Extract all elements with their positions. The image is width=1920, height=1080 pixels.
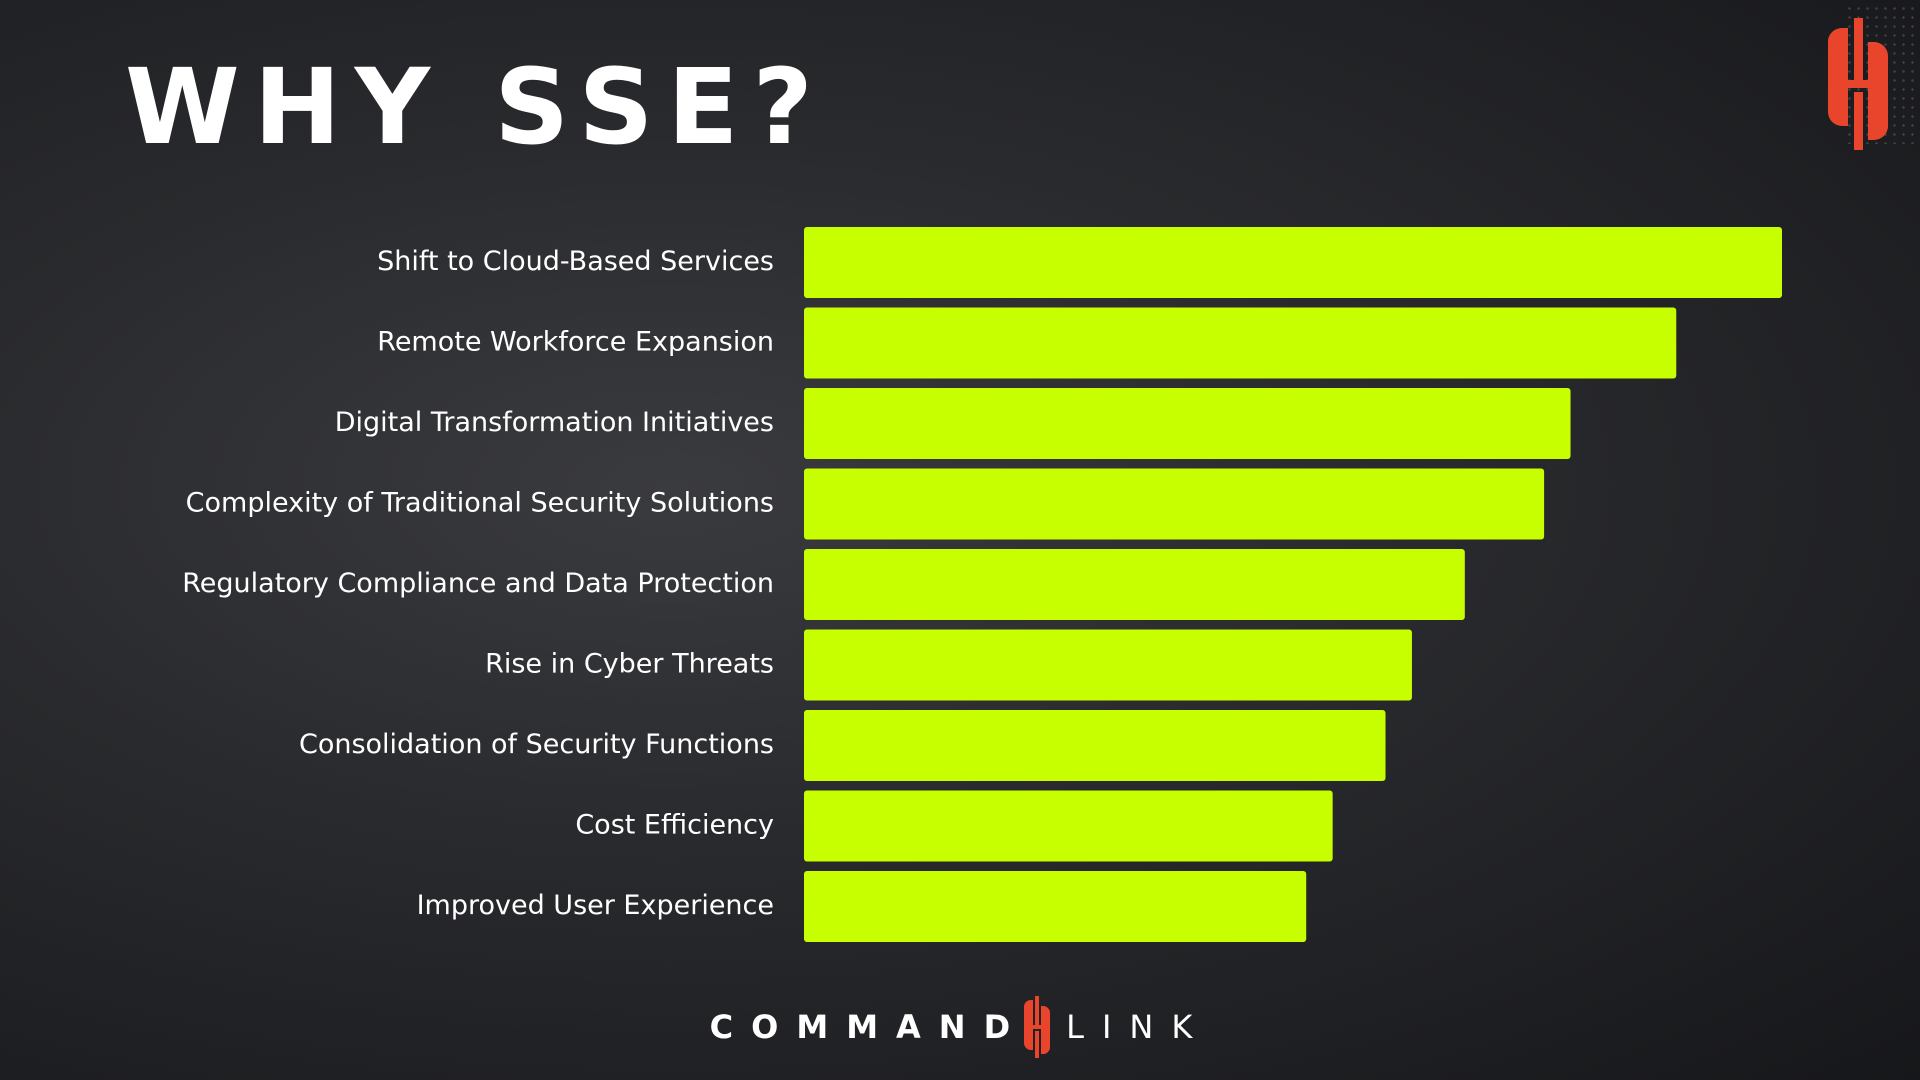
bar-0: [804, 227, 1782, 298]
bar-4: [804, 549, 1465, 620]
bar-7: [804, 790, 1333, 862]
category-label-5: Rise in Cyber Threats: [485, 649, 774, 680]
bar-1: [804, 307, 1677, 379]
wordmark-link: LINK: [1066, 1008, 1211, 1046]
commandlink-logo-icon: [1828, 18, 1888, 150]
category-label-7: Cost Efficiency: [575, 810, 774, 841]
category-label-3: Complexity of Traditional Security Solut…: [186, 488, 774, 519]
category-label-2: Digital Transformation Initiatives: [335, 407, 774, 438]
bar-6: [804, 710, 1386, 781]
commandlink-logo-icon: [1024, 996, 1051, 1058]
bar-8: [804, 871, 1307, 942]
category-label-1: Remote Workforce Expansion: [377, 327, 774, 358]
category-label-8: Improved User Experience: [417, 890, 774, 921]
bar-5: [804, 629, 1412, 701]
category-label-4: Regulatory Compliance and Data Protectio…: [182, 568, 774, 599]
category-label-6: Consolidation of Security Functions: [299, 729, 774, 760]
commandlink-wordmark: COMMAND LINK: [0, 996, 1920, 1058]
bar-2: [804, 388, 1571, 459]
page-title: WHY SSE?: [125, 46, 827, 168]
bar-3: [804, 468, 1545, 540]
wordmark-command: COMMAND: [709, 1008, 1029, 1046]
category-label-0: Shift to Cloud-Based Services: [377, 246, 774, 277]
